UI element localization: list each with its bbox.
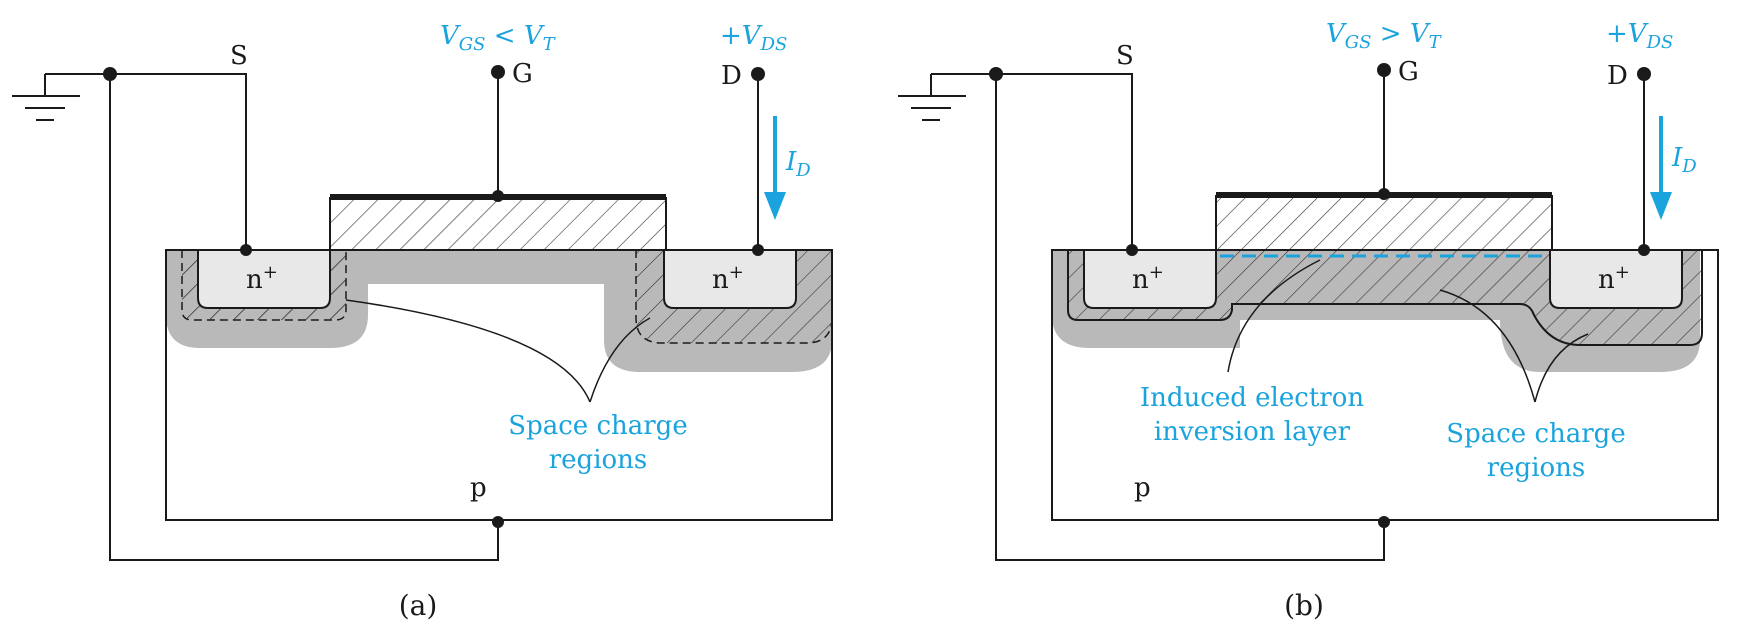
n-plus-drain-b [1549,250,1683,309]
inversion-label-line2: inversion layer [1154,417,1351,447]
inversion-label-line1: Induced electron [1140,383,1364,413]
gate-oxide [329,197,667,251]
drain-current-arrow-b [1650,116,1672,220]
n-plus-source-label-b: n+ [1132,262,1164,295]
vgs-label-b: VGS > VT [1326,19,1443,53]
source-contact-b [1126,244,1138,256]
n-plus-source [197,250,331,309]
source-label: S [230,41,248,71]
body-contact [492,516,504,528]
n-plus-source-b [1083,250,1217,309]
gate-terminal [491,65,505,79]
n-plus-drain [663,250,797,309]
drain-contact-b [1638,244,1650,256]
drain-contact [752,244,764,256]
space-charge-b [1067,249,1703,346]
drain-terminal [751,67,765,81]
substrate-label: p [470,473,487,503]
space-charge-label-line1: Space charge [508,411,687,441]
callout-line-drain [589,317,651,403]
source-label-b: S [1116,41,1134,71]
ground-icon-b [898,74,966,121]
drain-label-b: D [1607,61,1628,91]
body-contact-b [1378,516,1390,528]
caption-b: (b) [1284,589,1324,622]
drain-terminal-b [1637,67,1651,81]
n-plus-drain-label: n+ [712,262,744,295]
body-wire-b [995,74,1385,561]
space-charge-label-b-line1: Space charge [1446,419,1625,449]
source-node [103,67,117,81]
callout-inversion [1227,259,1321,373]
source-wire-b [996,73,1133,250]
surface-depletion-band [330,250,620,284]
n-plus-source-label: n+ [246,262,278,295]
source-wire [110,73,247,250]
space-charge-label-line2: regions [549,445,648,475]
gate-terminal-b [1377,63,1391,77]
space-charge-label-b-line2: regions [1487,453,1586,483]
vds-label-b: +VDS [1606,19,1673,53]
vds-label: +VDS [720,21,787,55]
source-contact [240,244,252,256]
source-node-b [989,67,1003,81]
panel-a: S G D VGS < VT +VDS ID n+ n+ p Space cha… [12,21,833,622]
n-plus-drain-label-b: n+ [1598,262,1630,295]
id-label-b: ID [1671,143,1697,177]
callout-space-charge-right [1534,333,1589,403]
ground-icon [12,74,80,121]
id-label: ID [785,147,811,181]
gate-label-b: G [1398,57,1419,87]
substrate-label-b: p [1134,473,1151,503]
gate-contact [492,190,504,202]
panel-b: S G D VGS > VT +VDS ID n+ n+ p Induced e… [898,19,1719,622]
callout-space-charge-left [1439,289,1536,403]
gate-label: G [512,59,533,89]
drain-label: D [721,61,742,91]
vgs-label: VGS < VT [440,21,557,55]
gate-contact-b [1378,188,1390,200]
body-wire [109,74,499,561]
gate-oxide-b [1215,195,1553,251]
drain-current-arrow [764,116,786,220]
callout-line-source [345,299,591,403]
caption-a: (a) [399,589,438,622]
